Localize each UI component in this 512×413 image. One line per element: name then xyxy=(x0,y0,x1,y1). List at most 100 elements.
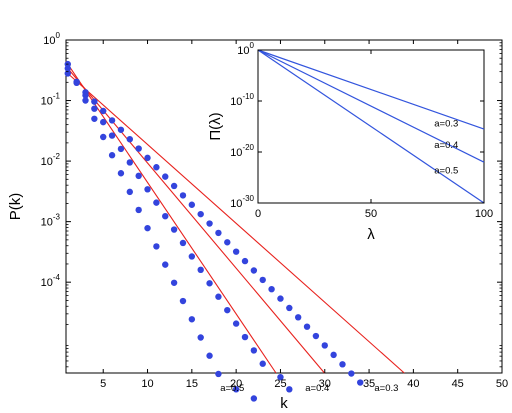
data-point xyxy=(286,304,293,312)
data-point xyxy=(153,164,160,171)
series-annotation: a=0.3 xyxy=(374,383,398,394)
data-point xyxy=(312,332,320,340)
inset-annotation: a=0.5 xyxy=(434,165,458,176)
data-point xyxy=(206,220,213,227)
data-point xyxy=(215,370,222,378)
y-tick-label-base: 10 xyxy=(41,156,53,168)
y-tick-label-base: 10 xyxy=(41,96,53,108)
data-point xyxy=(170,226,178,233)
inset-x-axis-label: λ xyxy=(367,226,375,243)
data-point xyxy=(108,132,116,139)
x-tick-label: 20 xyxy=(230,378,242,390)
inset-y-tick-label-exponent: -20 xyxy=(242,143,254,152)
inset-x-tick-label: 100 xyxy=(475,208,493,220)
series-annotation: a=0.4 xyxy=(305,383,329,394)
data-point xyxy=(241,333,249,341)
data-point xyxy=(100,118,107,126)
x-axis-label: k xyxy=(280,395,288,412)
data-point xyxy=(100,107,107,115)
inset-y-tick-label-base: 10 xyxy=(230,198,242,210)
data-point xyxy=(232,320,240,327)
fit-line-2 xyxy=(65,71,405,374)
y-tick-label-exponent: 0 xyxy=(56,31,61,40)
x-tick-label: 30 xyxy=(319,378,331,390)
data-point xyxy=(73,79,80,87)
inset-plot: 0 50 10010010-1010-2010-30a=0.3a=0.4a=0.5λ… xyxy=(207,41,493,243)
data-point xyxy=(250,395,258,402)
y-tick-label: 10-4 xyxy=(41,273,61,289)
data-point xyxy=(286,386,293,393)
data-point xyxy=(153,243,160,250)
inset-y-tick-label: 100 xyxy=(237,41,254,57)
x-tick-label: 45 xyxy=(452,378,464,390)
inset-annotation: a=0.3 xyxy=(434,118,458,129)
inset-y-tick-label-base: 10 xyxy=(237,45,249,57)
data-point xyxy=(108,117,116,124)
data-point xyxy=(206,280,213,287)
data-point xyxy=(126,135,134,143)
x-tick-label: 25 xyxy=(274,378,286,390)
data-point xyxy=(215,293,222,300)
inset-y-tick-label-exponent: -30 xyxy=(242,194,254,203)
data-point xyxy=(277,373,284,381)
data-point xyxy=(303,323,311,330)
y-tick-label-base: 10 xyxy=(41,277,53,289)
inset-line-2 xyxy=(257,49,485,204)
data-point xyxy=(268,285,275,293)
y-tick-label: 10-3 xyxy=(41,213,61,229)
y-tick-label-exponent: -1 xyxy=(53,92,61,101)
data-point xyxy=(117,170,125,177)
data-point xyxy=(126,188,134,196)
data-point xyxy=(330,351,337,359)
data-point xyxy=(357,379,364,386)
data-point xyxy=(179,297,187,305)
inset-x-tick-label: 50 xyxy=(365,208,377,220)
inset-x-tick-label: 0 xyxy=(255,208,261,220)
data-point xyxy=(321,342,328,349)
data-point xyxy=(232,386,240,393)
inset-y-tick-label-exponent: 0 xyxy=(250,41,255,50)
data-point xyxy=(215,229,222,237)
data-point xyxy=(64,65,71,72)
data-point xyxy=(100,133,107,141)
data-point xyxy=(153,199,160,206)
y-tick-label-exponent: -3 xyxy=(53,213,61,222)
data-point xyxy=(162,261,169,268)
x-tick-label: 40 xyxy=(407,378,419,390)
data-point xyxy=(232,248,240,255)
data-point xyxy=(188,253,196,260)
data-point xyxy=(259,276,266,284)
data-point xyxy=(162,212,169,220)
data-point xyxy=(135,206,142,214)
data-point xyxy=(144,154,151,162)
x-tick-label: 5 xyxy=(100,378,106,390)
inset-y-tick-label: 10-30 xyxy=(230,194,254,210)
data-point xyxy=(188,316,196,323)
data-point xyxy=(135,145,142,152)
data-point xyxy=(339,361,346,368)
data-point xyxy=(179,239,187,247)
data-point xyxy=(135,172,142,180)
y-tick-label: 10-1 xyxy=(41,92,61,108)
inset-y-tick-label: 10-20 xyxy=(230,143,254,159)
data-point xyxy=(250,347,258,354)
main-plot: 5 10 15 20 25 30 35 40 45 5010010-110-210-310-4a=… xyxy=(7,31,508,412)
inset-y-tick-label-base: 10 xyxy=(230,96,242,108)
x-tick-label: 50 xyxy=(496,378,508,390)
data-point xyxy=(91,105,98,112)
x-tick-label: 35 xyxy=(363,378,375,390)
data-point xyxy=(126,159,134,166)
y-tick-label-base: 10 xyxy=(41,217,53,229)
data-point xyxy=(224,306,231,314)
fit-line-0 xyxy=(65,61,277,374)
main-plot-frame xyxy=(65,39,503,374)
inset-y-axis-label: Π(λ) xyxy=(207,112,224,140)
data-point xyxy=(82,89,89,96)
inset-y-tick-label: 10-10 xyxy=(230,92,254,108)
data-point xyxy=(117,126,125,133)
data-point xyxy=(179,192,187,199)
y-axis-label: P(k) xyxy=(7,193,24,221)
inset-line-1 xyxy=(257,49,485,163)
data-point xyxy=(64,70,71,77)
